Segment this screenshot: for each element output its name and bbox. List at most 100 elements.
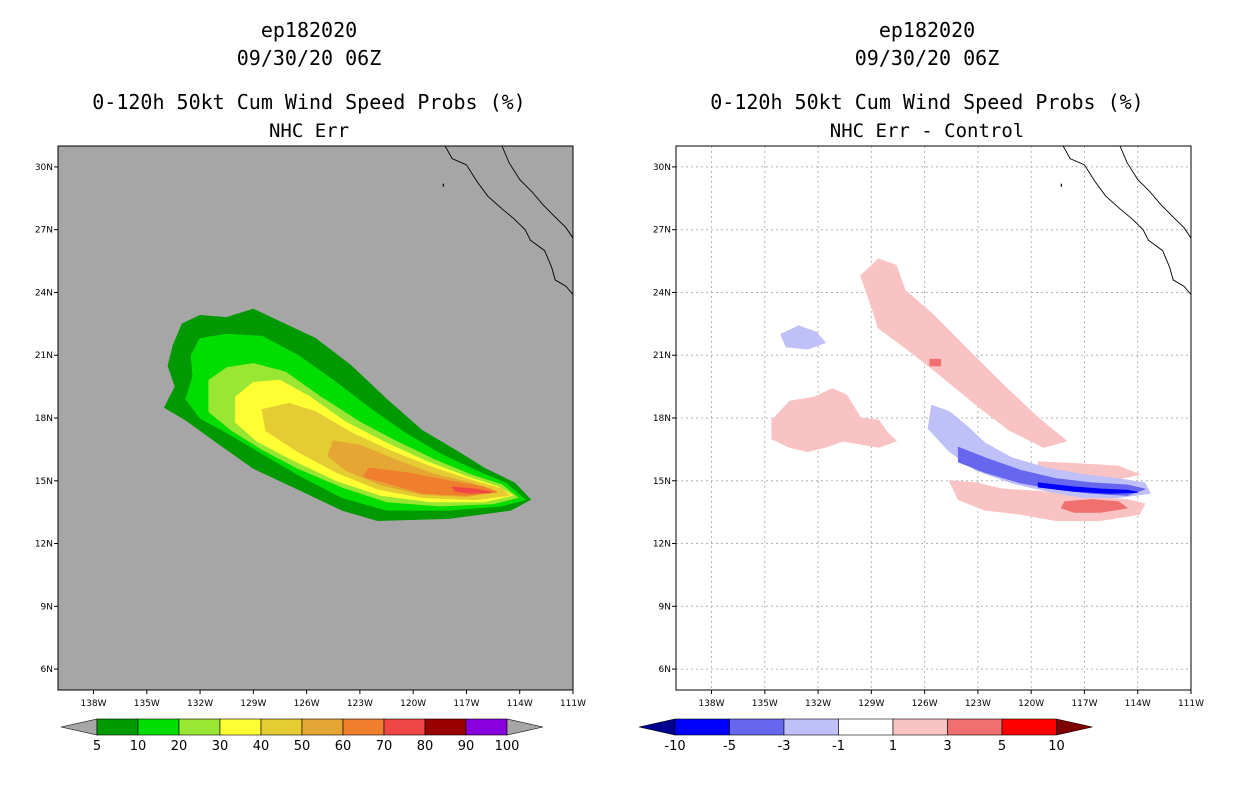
chart-subtitle: NHC Err	[268, 120, 350, 142]
colorbar-label: 5	[998, 739, 1006, 754]
colorbar-label: 30	[212, 739, 229, 754]
x-tick-label: 132W	[187, 699, 213, 709]
y-tick-label: 30N	[653, 163, 671, 173]
contour-70-80	[451, 486, 492, 494]
y-tick-label: 30N	[35, 163, 53, 173]
x-tick-label: 114W	[507, 699, 533, 709]
x-tick-label: 126W	[294, 699, 320, 709]
colorbar-label: 80	[417, 739, 434, 754]
right-difference-map: 138W 135W 132W 129W 126W 123W 120W 117W 114W 111W…	[638, 145, 1204, 754]
y-tick-label: 27N	[35, 226, 53, 236]
colorbar-label: 100	[495, 739, 520, 754]
y-tick-label: 9N	[659, 602, 671, 612]
colorbar-label: 60	[335, 739, 352, 754]
colorbar-label: 10	[1048, 739, 1065, 754]
colorbar-label: 5	[93, 739, 101, 754]
contour-1-3	[860, 258, 1068, 448]
x-tick-label: 111W	[560, 699, 586, 709]
x-tick-label: 117W	[453, 699, 479, 709]
colorbar-segment	[783, 718, 839, 736]
x-tick-label: 135W	[752, 699, 778, 709]
colorbar-label: 20	[171, 739, 188, 754]
x-tick-label: 129W	[858, 699, 884, 709]
contour-40-50	[261, 402, 510, 501]
colorbar-segment	[301, 718, 344, 736]
x-tick-label: 111W	[1178, 699, 1204, 709]
coastline-1	[1062, 146, 1191, 295]
colorbar-label: -5	[723, 739, 736, 754]
y-tick-label: 21N	[35, 351, 53, 361]
colorbar-segment	[1001, 718, 1057, 736]
colorbar-label: 1	[889, 739, 897, 754]
chart-datetime: 09/30/20 06Z	[236, 46, 382, 70]
x-tick-label: 132W	[805, 699, 831, 709]
contour--5--10	[1037, 482, 1139, 494]
colorbar-segment	[465, 718, 508, 736]
y-tick-label: 18N	[653, 414, 671, 424]
colorbar-segment	[838, 718, 894, 736]
colorbar-segment	[892, 718, 948, 736]
colorbar-label: -3	[778, 739, 791, 754]
colorbar-segment	[947, 718, 1003, 736]
x-tick-label: 138W	[698, 699, 724, 709]
contour-3-5	[1060, 499, 1128, 513]
colorbar-label: 10	[130, 739, 147, 754]
y-tick-label: 6N	[41, 665, 53, 675]
coastline-2	[1119, 146, 1191, 239]
x-tick-label: 138W	[80, 699, 106, 709]
colorbar-segment	[342, 718, 385, 736]
colorbar-label: 50	[294, 739, 311, 754]
storm-id: ep182020	[260, 18, 358, 42]
colorbar-label: -10	[664, 739, 685, 754]
storm-id: ep182020	[878, 18, 976, 42]
y-tick-label: 6N	[659, 665, 671, 675]
colorbar-segment	[424, 718, 467, 736]
contour-3-5	[929, 358, 942, 367]
x-tick-label: 135W	[134, 699, 160, 709]
colorbar-segment	[137, 718, 180, 736]
colorbar-segment	[260, 718, 303, 736]
y-tick-label: 15N	[653, 477, 671, 487]
contour-1-3	[771, 388, 897, 452]
colorbar-label: -1	[832, 739, 845, 754]
x-tick-label: 117W	[1071, 699, 1097, 709]
chart-title: 0-120h 50kt Cum Wind Speed Probs (%)	[92, 90, 526, 114]
colorbar-arrow-right	[1056, 718, 1093, 736]
y-tick-label: 9N	[41, 602, 53, 612]
x-tick-label: 120W	[1018, 699, 1044, 709]
y-tick-label: 12N	[653, 540, 671, 550]
x-tick-label: 126W	[912, 699, 938, 709]
colorbar-arrow-left	[638, 718, 676, 736]
plot-area	[164, 146, 573, 521]
y-tick-label: 15N	[35, 477, 53, 487]
contour--1--3	[780, 325, 826, 350]
y-tick-label: 27N	[653, 226, 671, 236]
chart-datetime: 09/30/20 06Z	[854, 46, 1000, 70]
y-tick-label: 18N	[35, 414, 53, 424]
y-tick-label: 21N	[653, 351, 671, 361]
y-tick-label: 24N	[35, 288, 53, 298]
right-panel: ep182020 09/30/20 06Z 0-120h 50kt Cum Wi…	[618, 0, 1236, 800]
colorbar-segment	[383, 718, 426, 736]
plot-area	[676, 146, 1191, 690]
colorbar-arrow-left	[60, 718, 98, 736]
coastline-2	[501, 146, 573, 239]
colorbar-label: 70	[376, 739, 393, 754]
colorbar-segment	[219, 718, 262, 736]
colorbar-label: 3	[943, 739, 951, 754]
coastline-1	[444, 146, 573, 295]
x-tick-label: 123W	[347, 699, 373, 709]
y-tick-label: 24N	[653, 288, 671, 298]
left-panel: ep182020 09/30/20 06Z 0-120h 50kt Cum Wi…	[35, 18, 586, 754]
colorbar-arrow-right	[506, 718, 544, 736]
y-tick-label: 12N	[35, 540, 53, 550]
colorbar-segment	[674, 718, 730, 736]
colorbar-label: 40	[253, 739, 270, 754]
colorbar-segment	[96, 718, 139, 736]
x-tick-label: 114W	[1125, 699, 1151, 709]
x-tick-label: 120W	[400, 699, 426, 709]
colorbar-segment	[729, 718, 785, 736]
chart-subtitle: NHC Err - Control	[829, 120, 1025, 142]
chart-title: 0-120h 50kt Cum Wind Speed Probs (%)	[710, 90, 1144, 114]
left-probability-map: 138W 135W 132W 129W 126W 123W 120W 117W 114W 111W…	[35, 145, 586, 754]
